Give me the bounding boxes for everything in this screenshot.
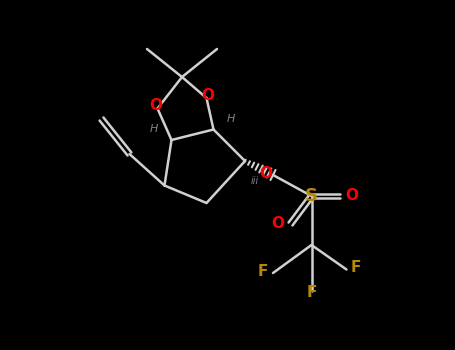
Text: F: F: [306, 285, 317, 300]
Text: F: F: [351, 260, 361, 275]
Text: F: F: [258, 264, 268, 279]
Text: O: O: [202, 88, 215, 103]
Text: S: S: [305, 187, 318, 205]
Text: O: O: [345, 189, 358, 203]
Text: O: O: [149, 98, 162, 113]
Text: O: O: [259, 166, 273, 181]
Text: H: H: [150, 125, 158, 134]
Text: iii: iii: [251, 176, 259, 186]
Text: O: O: [272, 217, 285, 231]
Text: H: H: [227, 114, 235, 124]
